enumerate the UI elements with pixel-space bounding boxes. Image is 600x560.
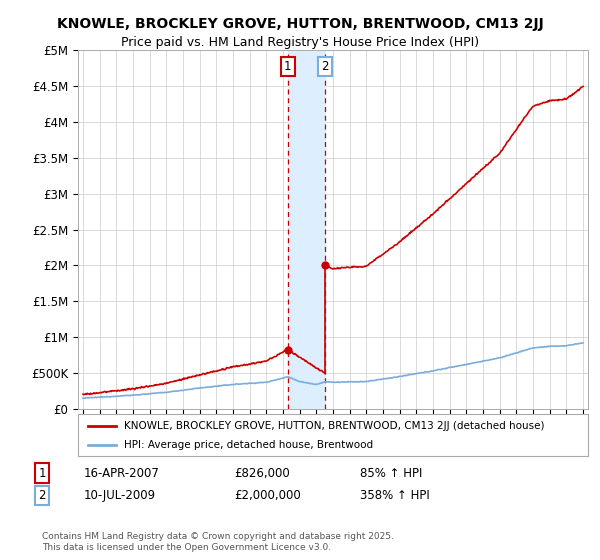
Text: KNOWLE, BROCKLEY GROVE, HUTTON, BRENTWOOD, CM13 2JJ (detached house): KNOWLE, BROCKLEY GROVE, HUTTON, BRENTWOO… <box>124 421 544 431</box>
Text: 1: 1 <box>284 60 292 73</box>
Text: 358% ↑ HPI: 358% ↑ HPI <box>360 489 430 502</box>
Text: £2,000,000: £2,000,000 <box>234 489 301 502</box>
Text: 10-JUL-2009: 10-JUL-2009 <box>84 489 156 502</box>
Text: 2: 2 <box>38 489 46 502</box>
Text: £826,000: £826,000 <box>234 466 290 480</box>
Text: Price paid vs. HM Land Registry's House Price Index (HPI): Price paid vs. HM Land Registry's House … <box>121 36 479 49</box>
Text: HPI: Average price, detached house, Brentwood: HPI: Average price, detached house, Bren… <box>124 440 373 450</box>
Text: 16-APR-2007: 16-APR-2007 <box>84 466 160 480</box>
Bar <box>288 50 325 409</box>
Text: KNOWLE, BROCKLEY GROVE, HUTTON, BRENTWOOD, CM13 2JJ: KNOWLE, BROCKLEY GROVE, HUTTON, BRENTWOO… <box>56 17 544 31</box>
Text: 1: 1 <box>38 466 46 480</box>
Text: Contains HM Land Registry data © Crown copyright and database right 2025.
This d: Contains HM Land Registry data © Crown c… <box>42 532 394 552</box>
Text: 2: 2 <box>322 60 329 73</box>
Text: 85% ↑ HPI: 85% ↑ HPI <box>360 466 422 480</box>
